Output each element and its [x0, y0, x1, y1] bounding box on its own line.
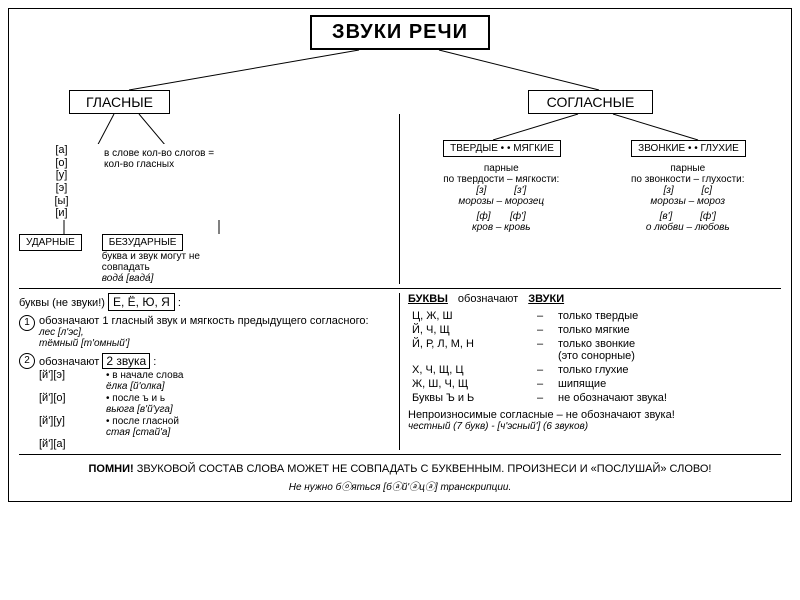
rb-row: Ц, Ж, Ш–только твердые	[408, 309, 781, 323]
vowels-label: ГЛАСНЫЕ	[69, 90, 170, 114]
rb-cell-letters: Буквы Ъ и Ь	[408, 391, 526, 405]
rule2-num: 2	[19, 353, 35, 369]
consonants-col-head: СОГЛАСНЫЕ	[400, 90, 781, 114]
rb-row: Й, Р, Л, М, Н–только звонкие (это сонорн…	[408, 337, 781, 363]
second-level: [а] [о] [у] [э] [ы] [и] в слове кол-во с…	[19, 114, 781, 284]
rule2-phon: [й'][э]	[39, 369, 94, 381]
letters-block: буквы (не звуки!) Е, Ё, Ю, Я : 1 обознач…	[19, 293, 400, 450]
rb-cell-letters: Й, Ч, Щ	[408, 323, 526, 337]
rule2-phon: [й'][у]	[39, 415, 94, 427]
rb-row: Буквы Ъ и Ь–не обозначают звука!	[408, 391, 781, 405]
vv-p2: о любви – любовь	[595, 222, 782, 233]
vowels-area: [а] [о] [у] [э] [ы] [и] в слове кол-во с…	[19, 114, 400, 284]
rb-cell-letters: Ж, Ш, Ч, Щ	[408, 377, 526, 391]
title-row: ЗВУКИ РЕЧИ	[19, 15, 781, 50]
unstressed-label: БЕЗУДАРНЫЕ	[102, 234, 184, 251]
rb-row: Ж, Ш, Ч, Щ–шипящие	[408, 377, 781, 391]
rb-cell-letters: Х, Ч, Щ, Ц	[408, 363, 526, 377]
rule1-text: обозначают 1 гласный звук и мягкость пре…	[39, 315, 391, 327]
rule1-ex: лес [л'эс], тёмный [т'омный']	[39, 327, 391, 349]
rb-cell-dash: –	[526, 323, 554, 337]
rule2-text-b: 2 звука	[102, 353, 150, 369]
right-block: БУКВЫ обозначают ЗВУКИ Ц, Ж, Ш–только тв…	[400, 293, 781, 450]
branches-header: ГЛАСНЫЕ СОГЛАСНЫЕ	[19, 90, 781, 114]
rb-cell-sounds: только мягкие	[554, 323, 781, 337]
rb-cell-dash: –	[526, 391, 554, 405]
rule2-text-a: обозначают	[39, 356, 102, 368]
vv-p1-phon: [з] [с]	[595, 185, 782, 196]
consonants-label: СОГЛАСНЫЕ	[528, 90, 654, 114]
divider-2	[19, 454, 781, 455]
rb-cell-letters: Ц, Ж, Ш	[408, 309, 526, 323]
main-title: ЗВУКИ РЕЧИ	[310, 15, 490, 50]
rule2-row: [й'][а]	[39, 438, 391, 450]
hs-p1-phon: [з] [з']	[408, 185, 595, 196]
unstressed-example: вода́ [вада́]	[102, 273, 242, 284]
rb-cell-dash: –	[526, 377, 554, 391]
rule2-row: [й'][э] • в начале словаёлка [й'олка]	[39, 369, 391, 392]
divider-1	[19, 288, 781, 289]
voiced-voiceless-label: ЗВОНКИЕ • • ГЛУХИЕ	[631, 140, 746, 157]
rule2-text-c: :	[150, 356, 156, 368]
rb-cell-sounds: шипящие	[554, 377, 781, 391]
vowel-sound-list: [а] [о] [у] [э] [ы] [и]	[19, 144, 104, 220]
rule2-row: [й'][о] • после ъ и ьвьюга [в'й'уга]	[39, 392, 391, 415]
rb-rows: Ц, Ж, Ш–только твердыеЙ, Ч, Щ–только мяг…	[408, 309, 781, 405]
stressed-label: УДАРНЫЕ	[19, 234, 82, 251]
vowel-note: в слове кол-во слогов = кол-во гласных	[104, 144, 224, 170]
rb-cell-sounds: только звонкие (это сонорные)	[554, 337, 781, 363]
rb-cell-sounds: не обозначают звука!	[554, 391, 781, 405]
lb-head-b: Е, Ё, Ю, Я	[108, 293, 175, 311]
lower-block: буквы (не звуки!) Е, Ё, Ю, Я : 1 обознач…	[19, 293, 781, 450]
rb-unp: Непроизносимые согласные – не обозначают…	[408, 409, 781, 421]
rule2-bullet: • после гласнойстая [стай'а]	[106, 416, 179, 438]
tree-svg-top	[19, 50, 779, 90]
vowels-col-head: ГЛАСНЫЕ	[19, 90, 400, 114]
rule2-row: [й'][у] • после гласнойстая [стай'а]	[39, 415, 391, 438]
rb-cell-sounds: только глухие	[554, 363, 781, 377]
rule2-rows: [й'][э]• в начале словаёлка [й'олка][й']…	[39, 369, 391, 450]
hs-p2-phon: [ф] [ф']	[408, 211, 595, 222]
vv-p1: морозы – мороз	[595, 196, 782, 207]
rb-cell-dash: –	[526, 363, 554, 377]
tree-top	[19, 50, 781, 90]
consonants-area: ТВЕРДЫЕ • • МЯГКИЕ ЗВОНКИЕ • • ГЛУХИЕ па…	[400, 114, 781, 284]
vv-title: парные по звонкости – глухости:	[595, 163, 782, 185]
reminder-ex: Не нужно бⓞяться [бⓐй'ⓐцⓐ] транскрипции.	[19, 478, 781, 493]
rb-head-r: ЗВУКИ	[528, 293, 564, 305]
rb-cell-dash: –	[526, 309, 554, 323]
rb-row: Х, Ч, Щ, Ц–только глухие	[408, 363, 781, 377]
rb-head-m: обозначают	[458, 293, 518, 305]
reminder-label: ПОМНИ!	[89, 463, 134, 475]
rb-cell-dash: –	[526, 337, 554, 363]
rule2-phon: [й'][а]	[39, 438, 94, 450]
rule2-bullet: • в начале словаёлка [й'олка]	[106, 370, 183, 392]
page: ЗВУКИ РЕЧИ ГЛАСНЫЕ СОГЛАСНЫЕ	[8, 8, 792, 502]
hs-p2: кров – кровь	[408, 222, 595, 233]
rule1-num: 1	[19, 315, 35, 331]
rb-unp-ex: честный (7 букв) - [ч'эсный'] (6 звуков)	[408, 421, 781, 432]
rb-row: Й, Ч, Щ–только мягкие	[408, 323, 781, 337]
rb-cell-sounds: только твердые	[554, 309, 781, 323]
rb-cell-letters: Й, Р, Л, М, Н	[408, 337, 526, 363]
rule2-bullet: • после ъ и ьвьюга [в'й'уга]	[106, 393, 173, 415]
rb-head-l: БУКВЫ	[408, 293, 448, 305]
reminder: ПОМНИ! ЗВУКОВОЙ СОСТАВ СЛОВА МОЖЕТ НЕ СО…	[19, 463, 781, 493]
rule2-phon: [й'][о]	[39, 392, 94, 404]
vv-p2-phon: [в'] [ф']	[595, 211, 782, 222]
lb-head-c: :	[178, 297, 181, 309]
lb-head-a: буквы (не звуки!)	[19, 297, 105, 309]
unstressed-note: буква и звук могут не совпадать	[102, 251, 242, 273]
hs-title: парные по твердости – мягкости:	[408, 163, 595, 185]
reminder-text: ЗВУКОВОЙ СОСТАВ СЛОВА МОЖЕТ НЕ СОВПАДАТЬ…	[137, 463, 712, 475]
hard-soft-label: ТВЕРДЫЕ • • МЯГКИЕ	[443, 140, 561, 157]
hs-p1: морозы – морозец	[408, 196, 595, 207]
